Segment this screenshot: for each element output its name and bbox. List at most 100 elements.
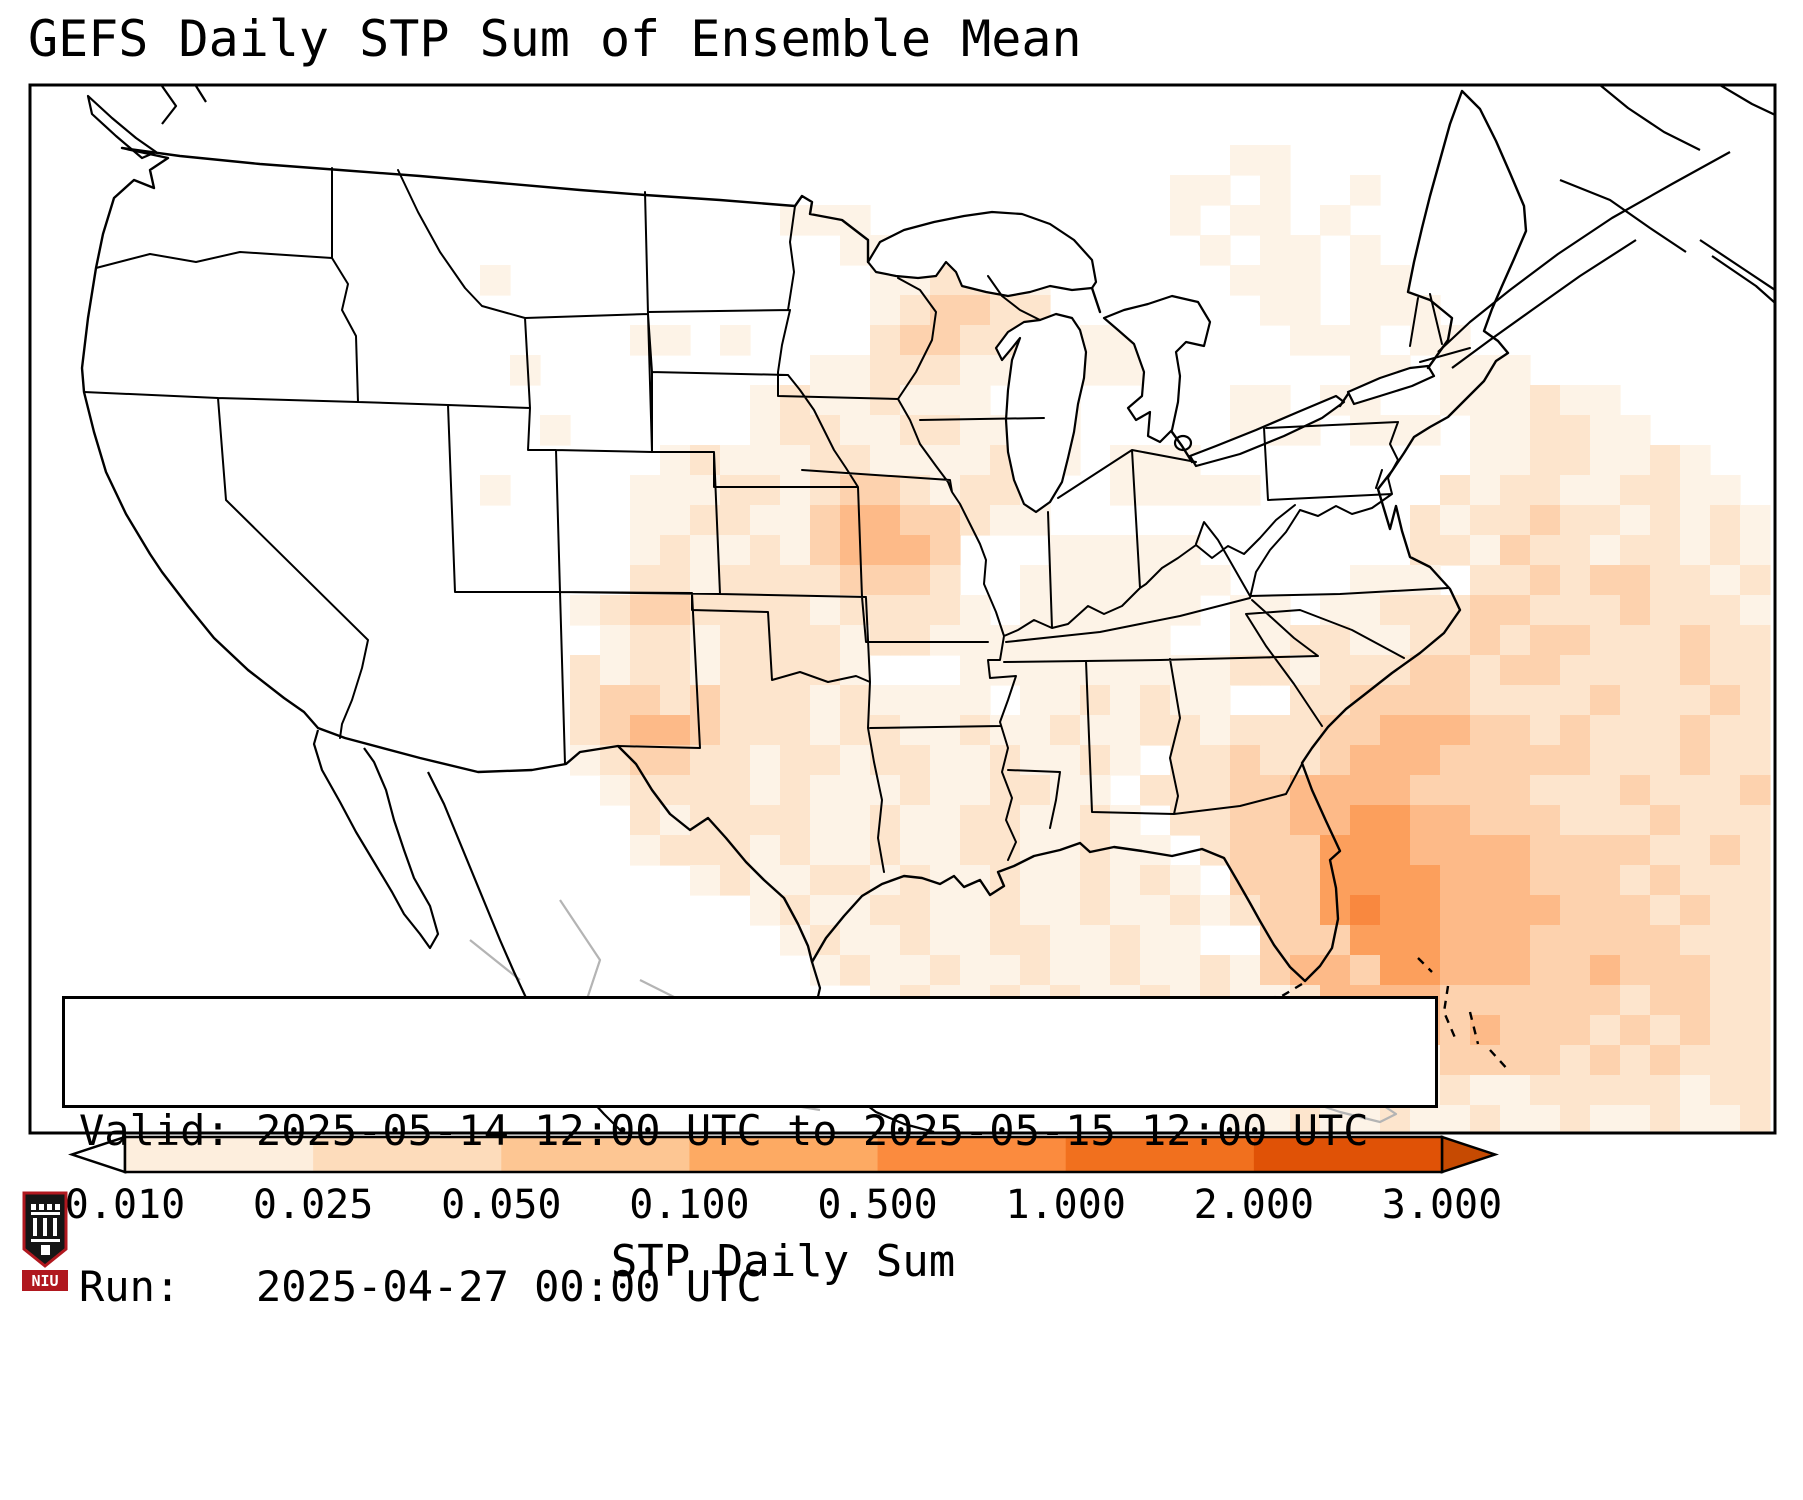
stp-cell	[870, 865, 901, 896]
stp-cell	[1500, 1075, 1531, 1106]
stp-cell	[840, 835, 871, 866]
stp-cell	[1560, 1075, 1591, 1106]
vancouver-island	[86, 85, 207, 160]
niu-banner	[22, 1270, 68, 1291]
stp-cell	[1530, 535, 1561, 566]
stp-cell	[900, 325, 931, 356]
stp-cell	[1380, 715, 1411, 746]
stp-cell	[630, 535, 661, 566]
stp-cell	[960, 385, 991, 416]
stp-cell	[1500, 715, 1531, 746]
stp-cell	[1560, 955, 1591, 986]
stp-cell	[780, 715, 811, 746]
stp-cell	[1200, 655, 1231, 686]
stp-cell	[1260, 835, 1291, 866]
stp-cell	[1740, 895, 1771, 926]
stp-cell	[1410, 745, 1441, 776]
stp-cell	[1500, 505, 1531, 536]
stp-cell	[1650, 685, 1681, 716]
stp-cell	[1500, 955, 1531, 986]
stp-cell	[690, 745, 721, 776]
stp-cell	[1470, 655, 1501, 686]
stp-cell	[1080, 895, 1111, 926]
stp-cell	[1410, 835, 1441, 866]
stp-cell	[1380, 265, 1411, 296]
stp-cell	[1560, 1105, 1591, 1133]
stp-cell	[1320, 685, 1351, 716]
stp-cell	[1170, 865, 1201, 896]
stp-cell	[600, 655, 631, 686]
stp-cell	[1620, 685, 1651, 716]
stp-cell	[1440, 805, 1471, 836]
stp-cell	[1740, 685, 1771, 716]
stp-cell	[1110, 865, 1141, 896]
stp-cell	[570, 715, 601, 746]
stp-cell	[720, 535, 751, 566]
stp-cell	[1560, 505, 1591, 536]
stp-cell	[1740, 985, 1771, 1016]
stp-cell	[780, 835, 811, 866]
stp-cell	[1590, 925, 1621, 956]
stp-cell	[1620, 805, 1651, 836]
stp-cell	[1590, 835, 1621, 866]
stp-cell	[1290, 925, 1321, 956]
stp-cell	[1710, 625, 1741, 656]
stp-cell	[1110, 745, 1141, 776]
stp-cell	[1410, 805, 1441, 836]
stp-cell	[930, 625, 961, 656]
stp-cell	[660, 835, 691, 866]
stp-cell	[900, 535, 931, 566]
stp-cell	[1440, 535, 1471, 566]
stp-cell	[1710, 565, 1741, 596]
stp-cell	[990, 835, 1021, 866]
stp-cell	[630, 595, 661, 626]
stp-cell	[1260, 235, 1291, 266]
stp-cell	[1560, 685, 1591, 716]
stp-cell	[1590, 385, 1621, 416]
stp-cell	[1350, 685, 1381, 716]
stp-cell	[1560, 925, 1591, 956]
stp-cell	[660, 715, 691, 746]
colorbar-segment	[877, 1137, 1067, 1172]
stp-cell	[1440, 1075, 1471, 1106]
stp-cell	[1050, 535, 1081, 566]
stp-cell	[1020, 685, 1051, 716]
stp-cell	[1110, 355, 1141, 386]
stp-cell	[1650, 1075, 1681, 1106]
stp-cell	[1260, 715, 1291, 746]
stp-cell	[630, 835, 661, 866]
stp-cell	[1530, 625, 1561, 656]
stp-cell	[1650, 805, 1681, 836]
stp-cell	[1080, 535, 1111, 566]
stp-cell	[1470, 805, 1501, 836]
stp-cell	[1560, 985, 1591, 1016]
stp-cell	[840, 805, 871, 836]
stp-cell	[870, 385, 901, 416]
stp-cell	[720, 775, 751, 806]
stp-cell	[870, 625, 901, 656]
stp-cell	[1380, 895, 1411, 926]
stp-cell	[1440, 835, 1471, 866]
stp-cell	[1110, 475, 1141, 506]
stp-cell	[1440, 895, 1471, 926]
stp-cell	[1200, 175, 1231, 206]
stp-cell	[1050, 955, 1081, 986]
stp-cell	[1560, 745, 1591, 776]
stp-cell	[1200, 715, 1231, 746]
stp-cell	[1110, 715, 1141, 746]
stp-cell	[750, 505, 781, 536]
stp-cell	[1680, 1045, 1711, 1076]
stp-cell	[1140, 565, 1171, 596]
stp-cell	[1230, 715, 1261, 746]
stp-cell	[1230, 145, 1261, 176]
stp-cell	[1080, 715, 1111, 746]
stp-cell	[1050, 565, 1081, 596]
stp-cell	[1680, 715, 1711, 746]
stp-cell	[870, 775, 901, 806]
valid-run-info-box: Valid: 2025-05-14 12:00 UTC to 2025-05-1…	[62, 996, 1438, 1311]
stp-cell	[780, 625, 811, 656]
stp-cell	[1440, 625, 1471, 656]
stp-cell	[1320, 745, 1351, 776]
stp-cell	[1320, 775, 1351, 806]
